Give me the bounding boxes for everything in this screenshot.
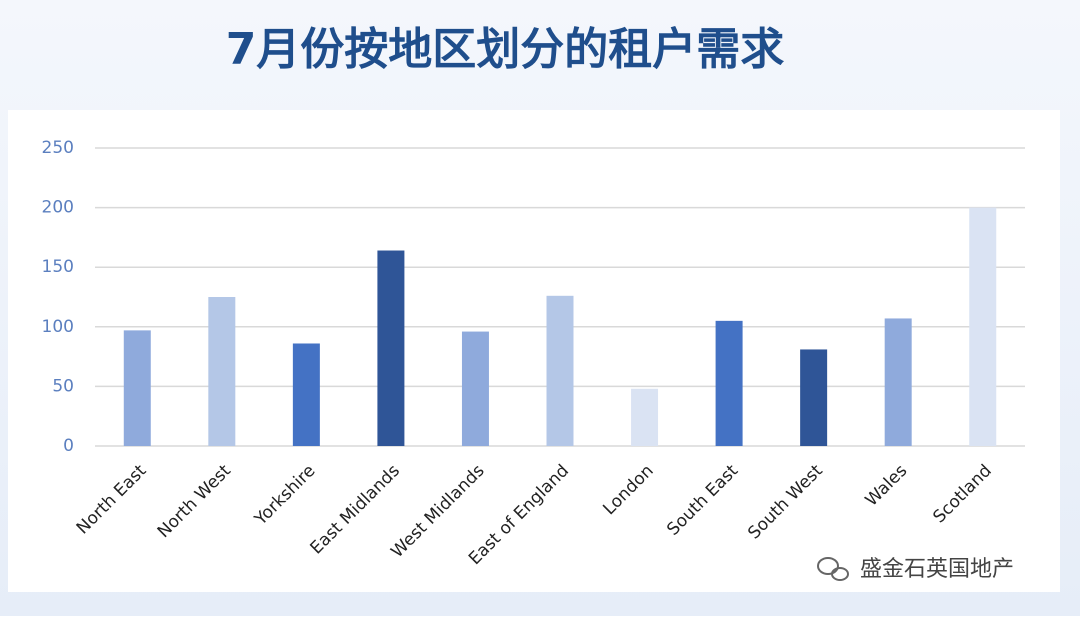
bar	[208, 297, 236, 446]
bar	[123, 330, 151, 446]
y-tick-label: 0	[63, 436, 74, 456]
bar	[546, 295, 574, 446]
watermark: 盛金石英国地产	[860, 557, 1014, 582]
bar	[969, 207, 997, 446]
bar	[461, 331, 489, 446]
y-tick-label: 50	[52, 376, 74, 396]
y-tick-label: 250	[42, 138, 74, 158]
y-tick-label: 150	[42, 257, 74, 277]
bar	[631, 388, 659, 446]
chart-title: 7月份按地区划分的租户需求	[226, 24, 785, 75]
bar	[884, 318, 912, 446]
wechat-icon	[817, 557, 849, 581]
plot-panel	[8, 110, 1060, 592]
y-tick-label: 100	[42, 317, 74, 337]
bar	[292, 343, 320, 446]
bar	[715, 320, 743, 446]
bar	[800, 349, 828, 446]
bar	[377, 250, 405, 446]
y-tick-label: 200	[42, 198, 74, 218]
